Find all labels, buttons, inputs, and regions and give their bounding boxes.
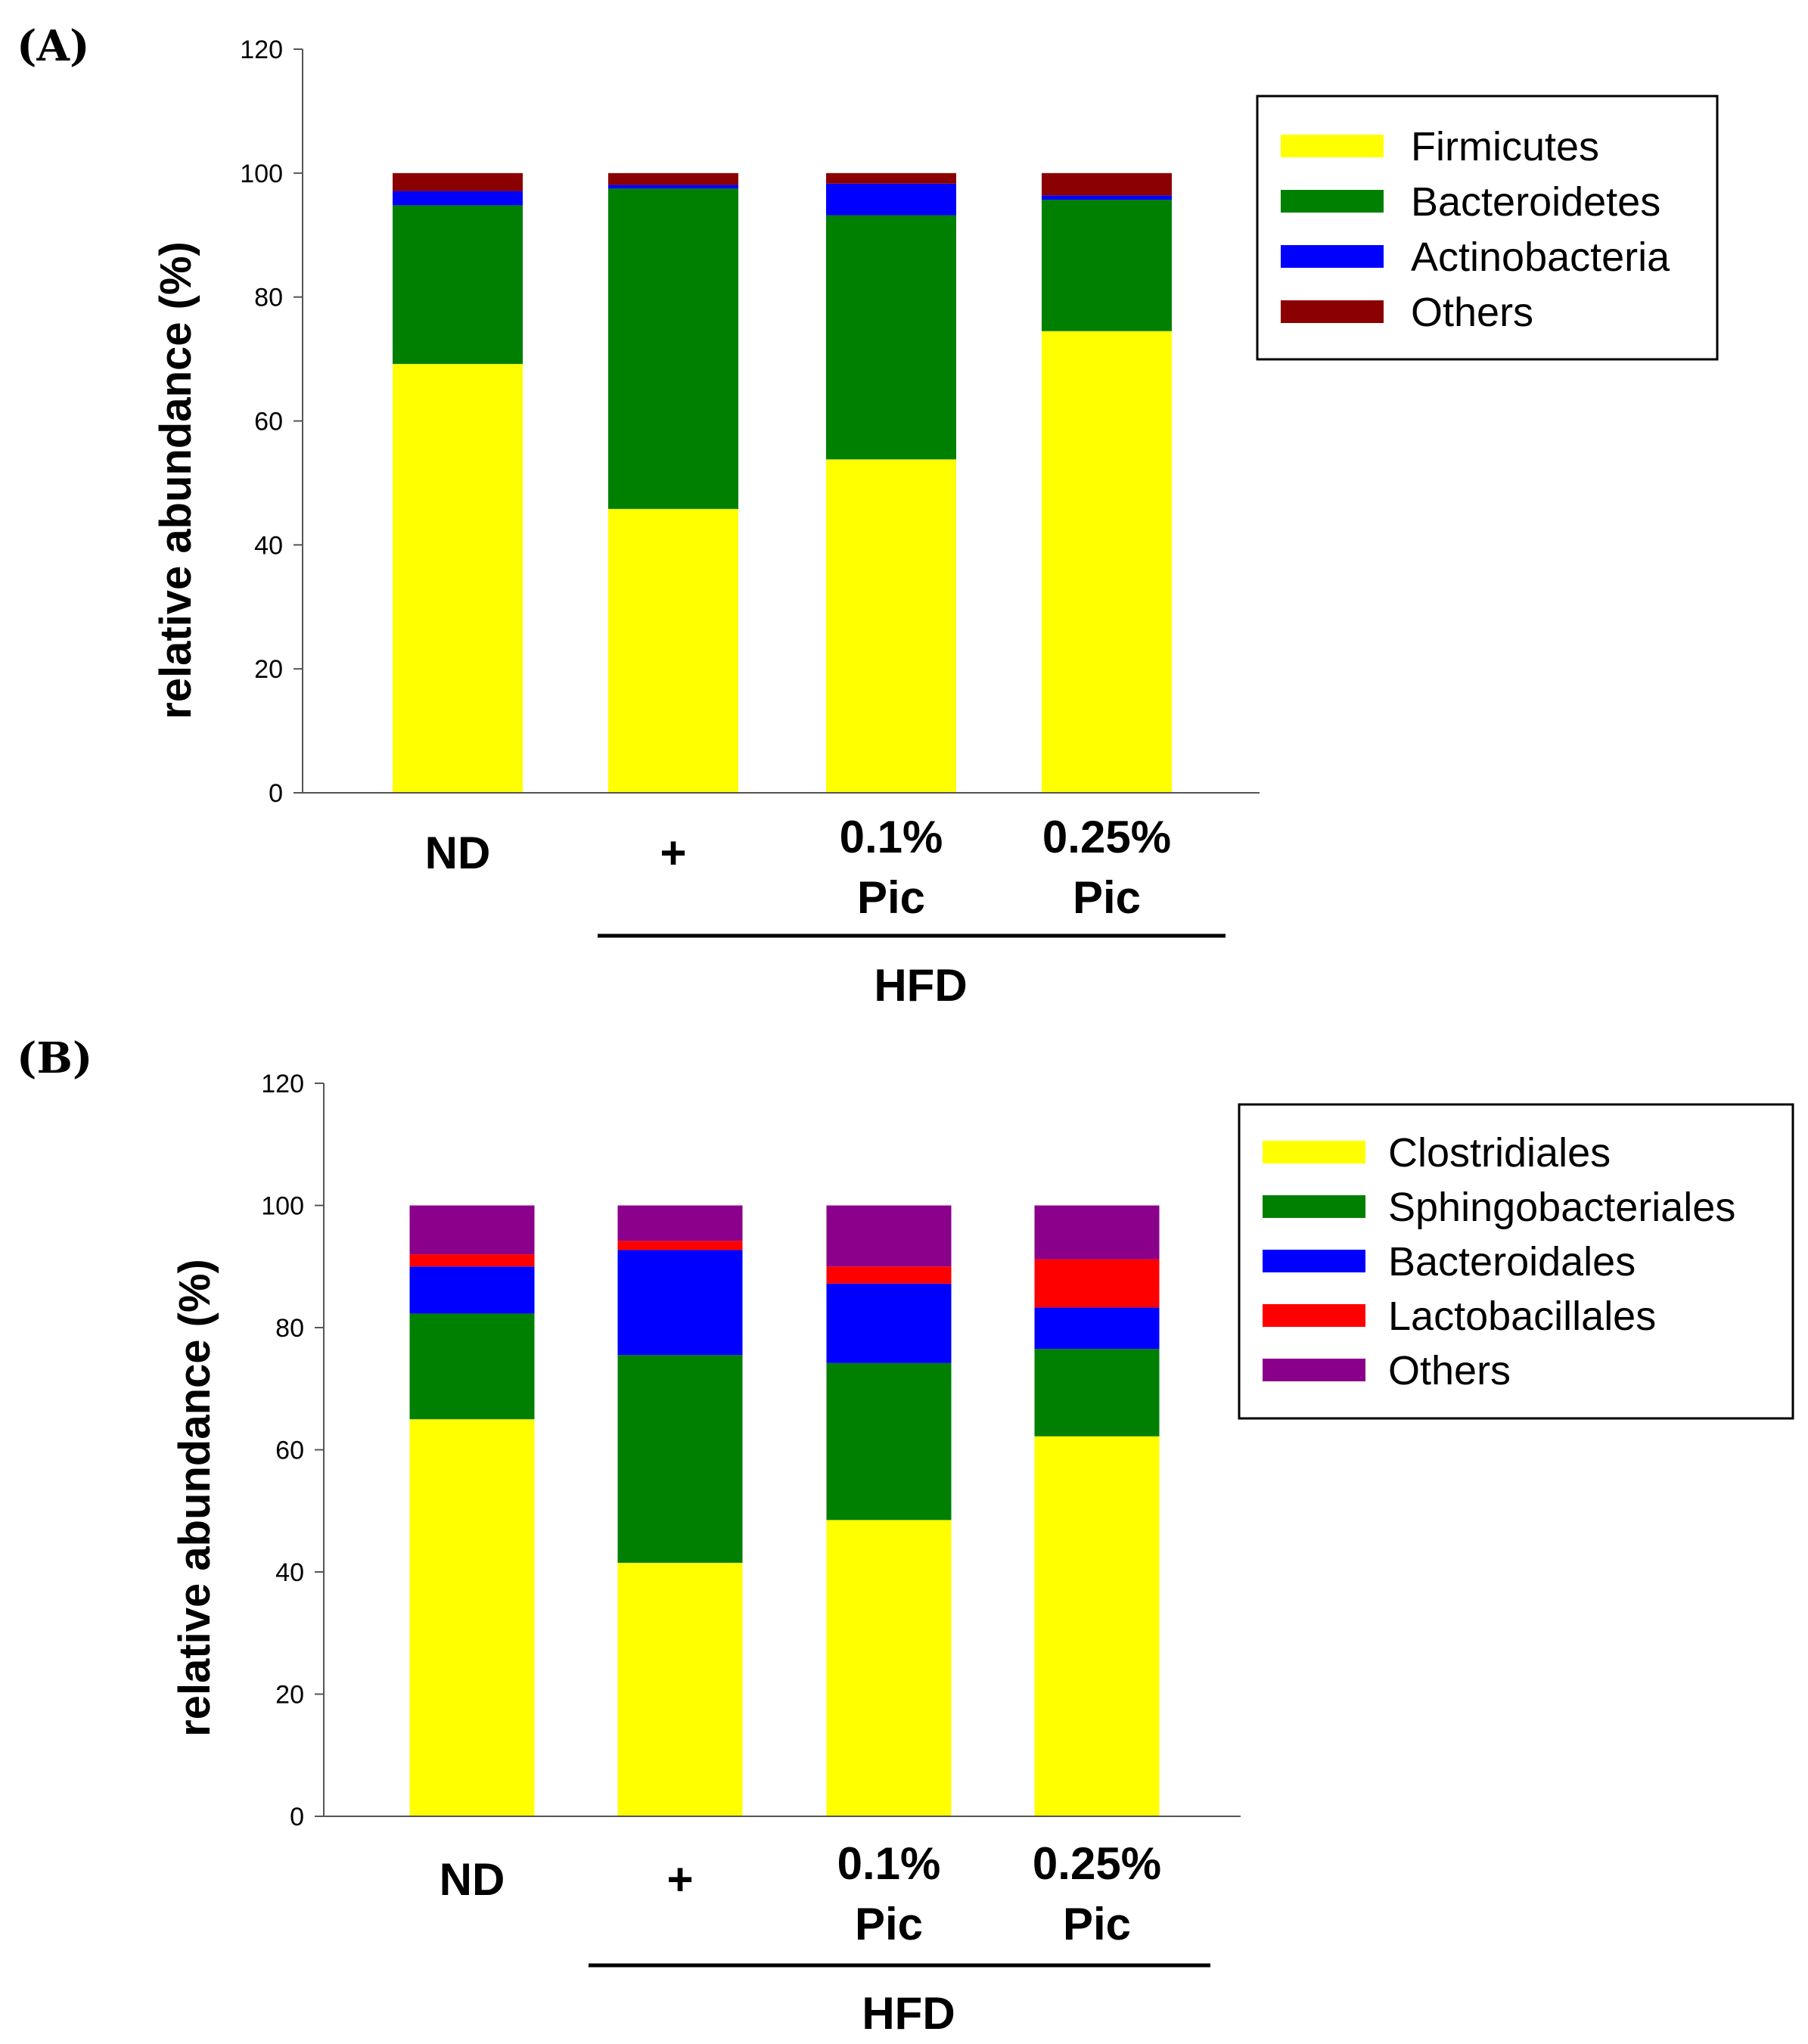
x-tick-label-a-2-line1: 0.1% (840, 812, 943, 862)
legend-label-b-sphingobacteriales: Sphingobacteriales (1388, 1185, 1735, 1230)
bar-a-0-firmicutes (393, 364, 523, 793)
bar-b-1-clostridiales (617, 1562, 743, 1816)
x-tick-label-b-2-line2: Pic (855, 1899, 923, 1949)
bar-a-2-bacteroidetes (826, 215, 956, 460)
bar-a-2-actinobacteria (826, 183, 956, 216)
legend-swatch-a-firmicutes (1281, 135, 1384, 157)
y-axis-label-a: relative abundance (%) (151, 241, 200, 719)
legend-label-a-actinobacteria: Actinobacteria (1411, 235, 1670, 280)
bar-b-1-lactobacillales (617, 1241, 743, 1250)
bar-a-3-others (1042, 172, 1172, 196)
y-tick-label-b-20: 20 (275, 1681, 304, 1710)
x-tick-label-a-1: + (660, 828, 686, 878)
legend-swatch-b-others (1263, 1359, 1365, 1381)
bar-b-2-lactobacillales (826, 1266, 952, 1284)
bar-b-2-bacteroidales (826, 1283, 952, 1363)
legend-label-a-bacteroidetes: Bacteroidetes (1411, 179, 1660, 225)
y-tick-label-b-100: 100 (261, 1192, 304, 1221)
bar-a-3-bacteroidetes (1042, 200, 1172, 331)
legend-label-a-firmicutes: Firmicutes (1411, 124, 1599, 169)
group-label-b: HFD (862, 1988, 955, 2039)
legend-label-b-bacteroidales: Bacteroidales (1388, 1239, 1636, 1284)
y-tick-label-b-80: 80 (275, 1314, 304, 1343)
legend-swatch-b-lactobacillales (1263, 1304, 1365, 1327)
chart-a: (A) relative abundance (%) 0 20 40 60 80 100 1… (17, 21, 1719, 1011)
bar-a-1-bacteroidetes (608, 188, 738, 509)
bar-b-0-lactobacillales (409, 1254, 535, 1267)
bar-b-1-others (617, 1205, 743, 1241)
x-tick-label-a-2-line2: Pic (857, 872, 925, 923)
group-label-a: HFD (874, 960, 967, 1011)
x-tick-label-a-3-line1: 0.25% (1042, 812, 1171, 862)
legend-swatch-a-actinobacteria (1281, 245, 1384, 268)
bar-b-1-sphingobacteriales (617, 1355, 743, 1563)
x-tick-label-b-3-line2: Pic (1063, 1899, 1131, 1949)
y-tick-label-a-100: 100 (240, 160, 283, 188)
bar-b-1-bacteroidales (617, 1250, 743, 1356)
x-tick-label-a-0: ND (425, 828, 491, 878)
bar-a-1-actinobacteria (608, 185, 738, 189)
panel-label-b: (B) (17, 1033, 92, 1083)
x-tick-label-a-3-line2: Pic (1073, 872, 1141, 923)
bar-a-0-others (393, 172, 523, 191)
x-tick-label-b-2-line1: 0.1% (837, 1838, 941, 1889)
y-tick-label-b-120: 120 (261, 1070, 304, 1098)
bar-b-0-sphingobacteriales (409, 1313, 535, 1420)
legend-swatch-b-clostridiales (1263, 1141, 1365, 1163)
y-tick-label-a-120: 120 (240, 36, 283, 64)
bar-a-3-actinobacteria (1042, 195, 1172, 200)
bar-b-0-others (409, 1205, 535, 1255)
y-tick-label-b-40: 40 (275, 1558, 304, 1587)
bar-b-3-sphingobacteriales (1034, 1349, 1160, 1437)
legend-swatch-a-others (1281, 300, 1384, 323)
bar-a-2-firmicutes (826, 459, 956, 793)
legend-swatch-a-bacteroidetes (1281, 190, 1384, 213)
legend-label-b-others: Others (1388, 1348, 1511, 1393)
legend-label-b-clostridiales: Clostridiales (1388, 1130, 1611, 1176)
legend-swatch-b-sphingobacteriales (1263, 1195, 1365, 1218)
bar-a-0-actinobacteria (393, 191, 523, 206)
x-tick-label-b-0: ND (440, 1854, 505, 1905)
bar-a-1-others (608, 172, 738, 185)
y-tick-label-b-0: 0 (290, 1803, 304, 1831)
y-tick-label-a-0: 0 (269, 779, 283, 808)
bar-b-3-lactobacillales (1034, 1259, 1160, 1308)
y-tick-label-a-20: 20 (254, 655, 283, 684)
panel-label-a: (A) (17, 21, 89, 71)
bar-b-3-bacteroidales (1034, 1307, 1160, 1350)
bar-a-3-firmicutes (1042, 331, 1172, 793)
y-tick-label-b-60: 60 (275, 1437, 304, 1465)
y-axis-label-b: relative abundance (%) (170, 1259, 219, 1737)
legend-swatch-b-bacteroidales (1263, 1250, 1365, 1272)
bar-b-2-others (826, 1205, 952, 1267)
bar-a-1-firmicutes (608, 508, 738, 793)
x-tick-label-b-3-line1: 0.25% (1033, 1838, 1161, 1889)
bar-a-0-bacteroidetes (393, 205, 523, 365)
legend-label-a-others: Others (1411, 290, 1533, 335)
bar-a-2-others (826, 172, 956, 184)
bar-b-3-clostridiales (1034, 1436, 1160, 1816)
y-tick-label-a-60: 60 (254, 408, 283, 436)
bar-b-0-clostridiales (409, 1419, 535, 1816)
bar-b-2-sphingobacteriales (826, 1362, 952, 1521)
y-tick-label-a-40: 40 (254, 531, 283, 560)
bar-b-0-bacteroidales (409, 1266, 535, 1314)
legend-label-b-lactobacillales: Lactobacillales (1388, 1294, 1656, 1339)
bar-b-3-others (1034, 1205, 1160, 1260)
x-tick-label-b-1: + (666, 1854, 693, 1905)
chart-b: (B) relative abundance (%) 0 20 40 60 80 100 1… (17, 1033, 1794, 2039)
bar-b-2-clostridiales (826, 1520, 952, 1816)
y-tick-label-a-80: 80 (254, 284, 283, 312)
